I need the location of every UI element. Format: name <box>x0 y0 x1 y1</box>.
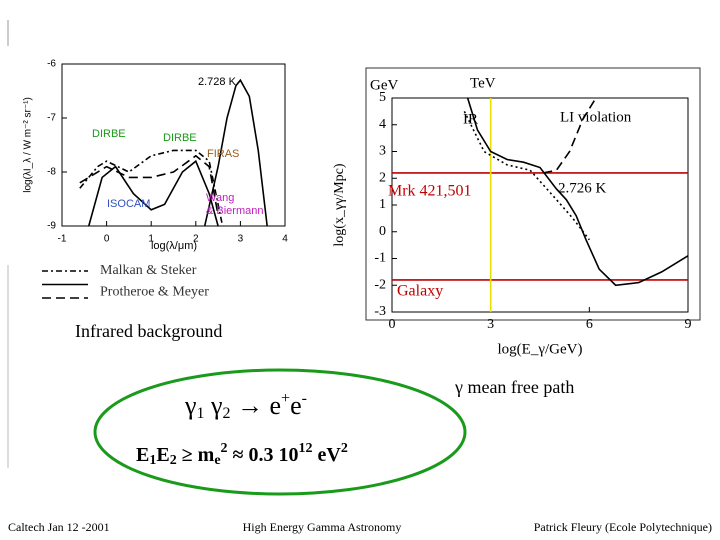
y-tick-label: 2 <box>379 170 386 185</box>
formula-part: E <box>156 444 169 466</box>
x-axis-label: log(λ/μm) <box>151 240 197 252</box>
formula-part: ≈ 0.3 10 <box>228 444 299 466</box>
formula-part: ≥ m <box>177 444 215 466</box>
plot-frame <box>61 63 286 227</box>
x-tick-label: 6 <box>586 317 593 332</box>
series-line <box>79 154 219 216</box>
x-tick-label: 3 <box>487 317 494 332</box>
legend-label: Protheroe & Meyer <box>100 285 209 300</box>
footer-left: Caltech Jan 12 -2001 <box>8 520 110 534</box>
x-tick-label: 9 <box>685 317 692 332</box>
formula-sup: 12 <box>299 441 313 456</box>
annotation: Wang <box>206 192 234 204</box>
formula-sup: + <box>281 390 290 407</box>
y-axis-label: log(λI_λ / W m⁻² sr⁻¹) <box>23 97 34 193</box>
series-line <box>543 97 597 174</box>
series-label: Galaxy <box>397 283 443 300</box>
formula-sub: 2 <box>223 405 231 422</box>
y-tick-label: -6 <box>47 59 56 70</box>
formula-sup: 2 <box>221 441 228 456</box>
formula-sub: 1 <box>197 405 205 422</box>
formula-sub: 1 <box>149 453 156 468</box>
y-tick-label: -1 <box>374 251 386 266</box>
annotation: GeV <box>370 77 398 93</box>
formula-line1: γ1 γ2 → e+e- <box>184 390 307 422</box>
y-tick-label: -8 <box>47 167 56 178</box>
annotation: 2.728 K <box>198 76 237 88</box>
y-tick-label: 1 <box>379 197 386 212</box>
legend-label: Malkan & Steker <box>100 263 197 278</box>
y-tick-label: 5 <box>379 90 386 105</box>
footer-right: Patrick Fleury (Ecole Polytechnique) <box>534 520 712 534</box>
formula-part: E <box>136 444 149 466</box>
series-line <box>79 149 224 227</box>
x-axis-label: log(E_γ/GeV) <box>498 341 583 357</box>
formula-sub: 2 <box>170 453 177 468</box>
series-label: Mrk 421,501 <box>388 183 472 200</box>
formula-sup: 2 <box>341 441 348 456</box>
formula-part: eV <box>313 444 342 466</box>
y-axis-label: log(x_γγ/Mpc) <box>332 163 347 246</box>
x-tick-label: 3 <box>238 234 244 245</box>
formula-part: e <box>290 391 302 420</box>
x-tick-label: 2 <box>193 234 199 245</box>
y-tick-label: -9 <box>47 221 56 232</box>
annotation: ISOCAM <box>107 198 150 210</box>
annotation: DIRBE <box>163 132 197 144</box>
series-line <box>87 159 219 227</box>
formula-sub: e <box>214 453 220 468</box>
annotation: FIRAS <box>207 148 239 160</box>
y-tick-label: -2 <box>374 277 386 292</box>
y-tick-label: 4 <box>379 117 386 132</box>
annotation: 2.726 K <box>558 180 607 196</box>
formula-ellipse <box>93 368 467 496</box>
annotation: & Biermann <box>206 205 263 217</box>
annotation: LI violation <box>560 109 632 125</box>
formula-part: → e <box>231 391 282 420</box>
footer-center: High Energy Gamma Astronomy <box>243 520 402 534</box>
chart-frame <box>365 67 701 321</box>
x-tick-label: 0 <box>389 317 396 332</box>
annotation: TeV <box>470 75 496 91</box>
y-tick-label: -3 <box>374 304 386 319</box>
y-tick-label: -7 <box>47 113 56 124</box>
y-tick-label: 3 <box>379 144 386 159</box>
series-line <box>466 97 689 287</box>
formula-sup: - <box>302 390 307 407</box>
formula-part: γ <box>184 391 197 420</box>
caption: Infrared background <box>75 321 222 341</box>
series-line <box>203 78 268 227</box>
x-tick-label: 4 <box>282 234 288 245</box>
annotation: IR <box>463 111 478 127</box>
caption: γ mean free path <box>454 377 574 397</box>
formula-part: γ <box>205 391 223 420</box>
annotation: DIRBE <box>92 128 126 140</box>
x-tick-label: 1 <box>148 234 154 245</box>
formula-line2: E1E2 ≥ me2 ≈ 0.3 1012 eV2 <box>136 441 348 468</box>
x-tick-label: 0 <box>104 234 110 245</box>
x-tick-label: -1 <box>58 234 67 245</box>
y-tick-label: 0 <box>379 224 386 239</box>
